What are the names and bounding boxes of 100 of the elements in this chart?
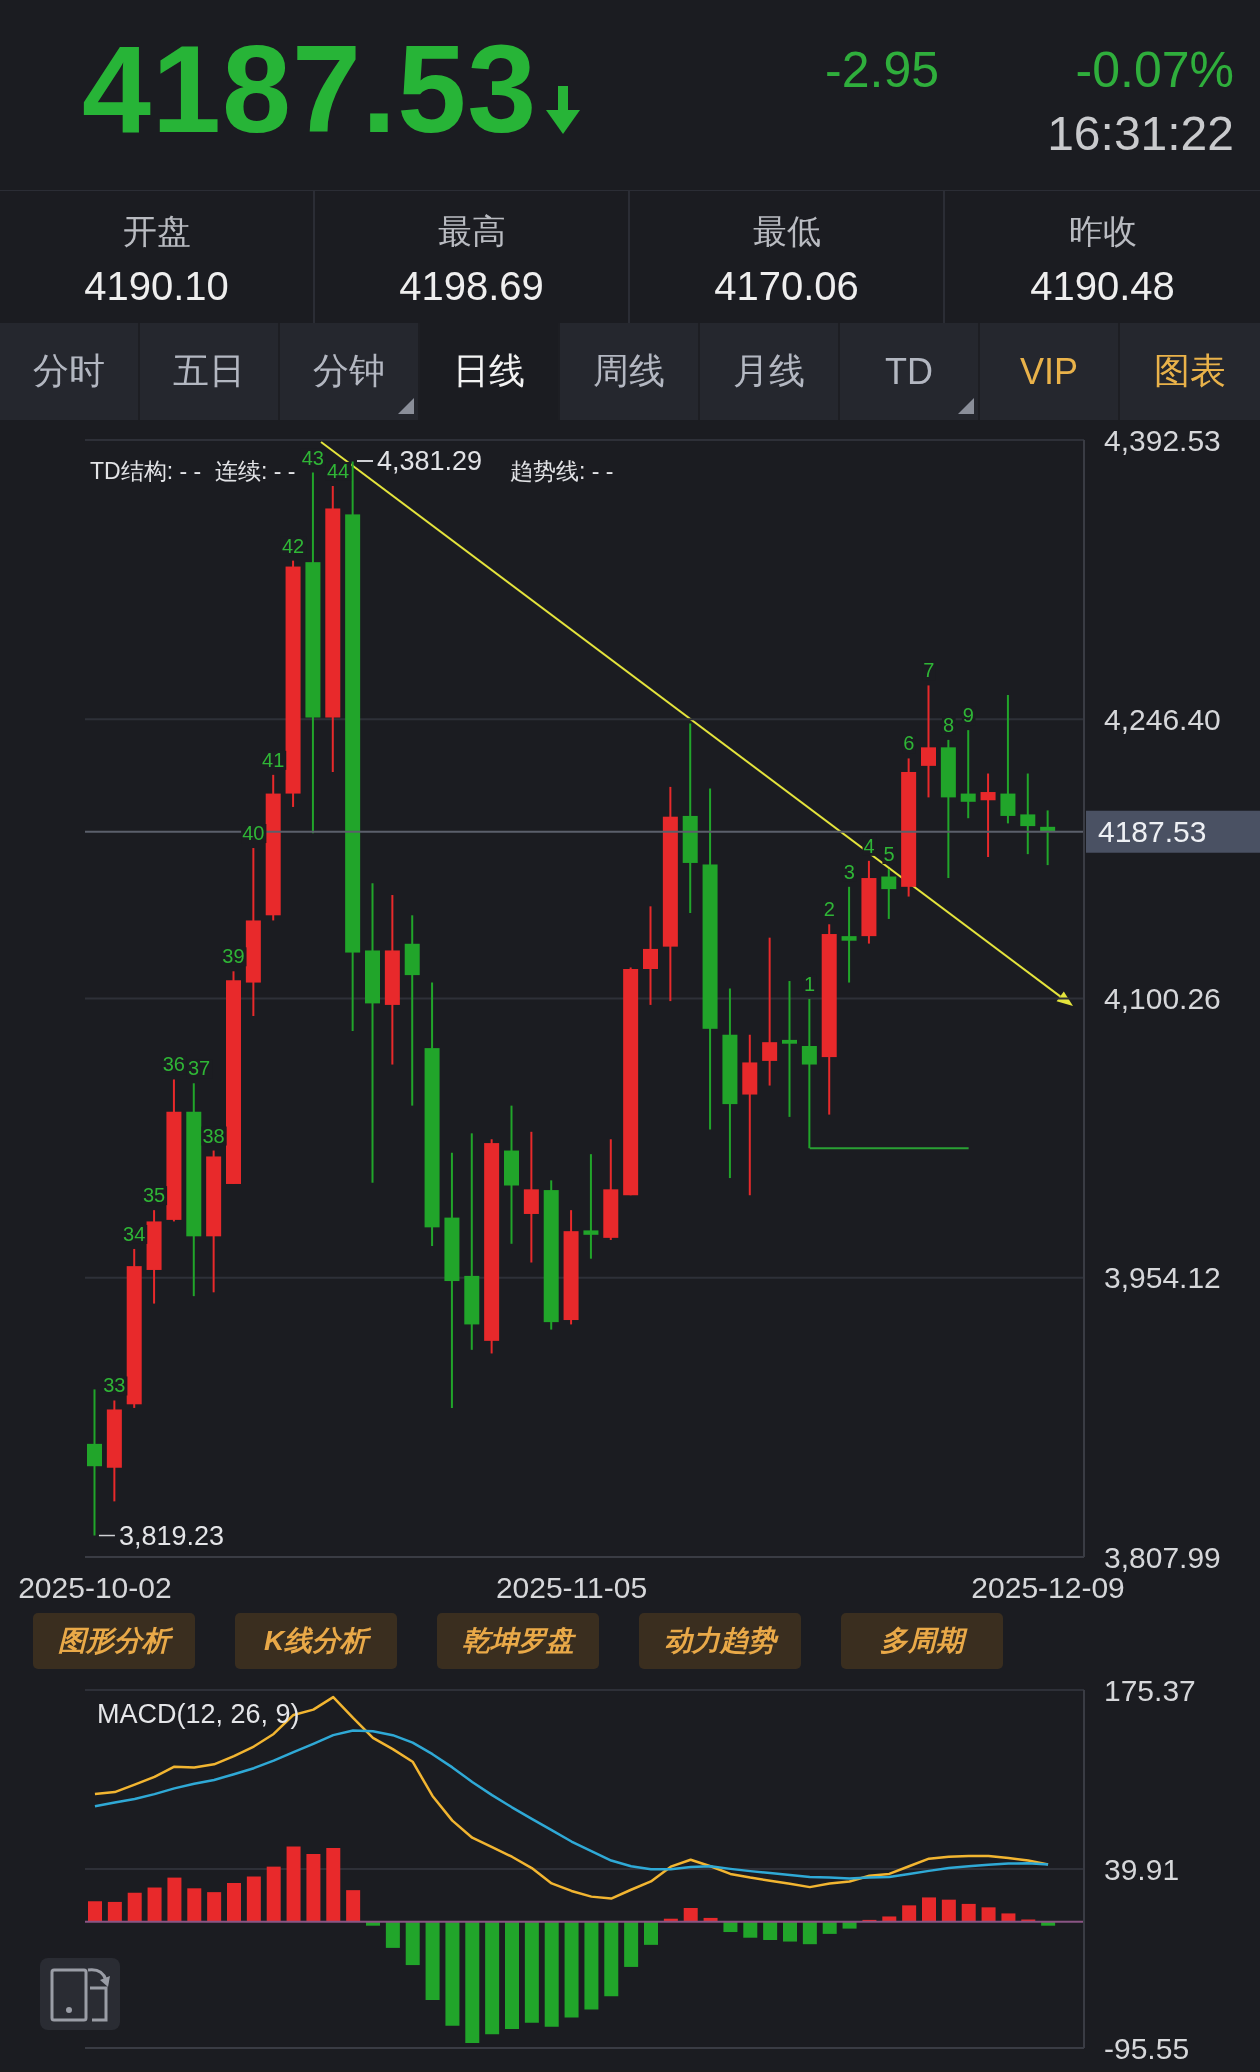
text: 39 bbox=[222, 945, 245, 968]
candlestick bbox=[1000, 693, 1016, 825]
bar bbox=[227, 1883, 241, 1922]
text: TD bbox=[840, 323, 980, 420]
bar bbox=[187, 1888, 202, 1922]
text: 最低 bbox=[751, 211, 822, 251]
text: 日线 bbox=[420, 323, 560, 420]
y-tick-label: 4,100.26 bbox=[1104, 982, 1221, 1016]
text: -2.95 bbox=[825, 41, 939, 100]
annotation: 连续: - - bbox=[215, 457, 296, 486]
bar bbox=[286, 1846, 301, 1922]
bar bbox=[822, 1921, 837, 1934]
text: 多周期 bbox=[841, 1613, 1003, 1669]
candlestick bbox=[782, 980, 797, 1118]
text: 41 bbox=[262, 748, 285, 771]
bar bbox=[584, 1921, 599, 2010]
bar bbox=[961, 1903, 976, 1922]
text: 动力趋势 bbox=[639, 1613, 801, 1669]
chart-title: MACD(12, 26, 9) bbox=[97, 1698, 300, 1730]
bar bbox=[902, 1905, 917, 1922]
text: 1 bbox=[803, 973, 816, 995]
line-series bbox=[93, 1729, 1050, 1880]
y-tick-label: 4,392.53 bbox=[1104, 423, 1221, 457]
bar bbox=[465, 1921, 480, 2043]
bar bbox=[644, 1921, 658, 1945]
bar bbox=[802, 1921, 817, 1945]
text: 分钟 bbox=[280, 323, 420, 420]
text: 43 bbox=[301, 446, 325, 469]
text: 图表 bbox=[1120, 323, 1260, 420]
candlestick bbox=[583, 1153, 599, 1260]
text: 4187.53 bbox=[82, 20, 538, 158]
candlestick bbox=[762, 936, 778, 1087]
text: 开盘 bbox=[121, 211, 192, 251]
bar bbox=[167, 1877, 182, 1922]
text: 分时 bbox=[0, 323, 140, 420]
bar bbox=[524, 1921, 539, 2023]
bar bbox=[763, 1921, 778, 1940]
bar bbox=[604, 1921, 619, 1997]
annotation: 4,381.29 bbox=[377, 446, 483, 476]
y-tick-label: 175.37 bbox=[1104, 1673, 1196, 1707]
candlestick bbox=[643, 905, 658, 1006]
bar bbox=[127, 1892, 142, 1922]
text: 2 bbox=[823, 898, 835, 921]
bar bbox=[941, 1899, 956, 1922]
text: 最高 bbox=[436, 211, 507, 251]
text: K线分析 bbox=[235, 1613, 397, 1669]
text: 4190.48 bbox=[1029, 263, 1176, 309]
ref-line-label: 4187.53 bbox=[1098, 815, 1207, 849]
text: 乾坤罗盘 bbox=[437, 1613, 599, 1669]
bar bbox=[564, 1921, 579, 2018]
candlestick bbox=[841, 885, 857, 984]
bar bbox=[485, 1921, 500, 2035]
bar bbox=[405, 1921, 420, 1966]
bar bbox=[445, 1921, 460, 2026]
bar bbox=[505, 1921, 519, 2029]
text: 34 bbox=[123, 1222, 146, 1245]
text: 3 bbox=[843, 860, 855, 883]
text: 36 bbox=[162, 1053, 186, 1076]
text: -0.07% bbox=[1075, 41, 1234, 100]
candlestick bbox=[1020, 772, 1036, 856]
candlestick bbox=[980, 772, 996, 859]
candlestick bbox=[87, 1388, 102, 1537]
text: 五日 bbox=[140, 323, 280, 420]
text: 周线 bbox=[560, 323, 700, 420]
text: 9 bbox=[962, 704, 974, 727]
text: 40 bbox=[242, 822, 265, 845]
y-tick-label: 3,807.99 bbox=[1104, 1540, 1221, 1574]
y-tick-label: -95.55 bbox=[1104, 2031, 1190, 2065]
bar bbox=[385, 1921, 400, 1948]
text: 16:31:22 bbox=[1047, 106, 1234, 162]
text: 4 bbox=[863, 834, 875, 857]
bar bbox=[425, 1921, 440, 2000]
text: 6 bbox=[903, 732, 915, 755]
text: 4190.10 bbox=[83, 263, 230, 309]
candlestick bbox=[881, 868, 897, 920]
bar bbox=[246, 1876, 261, 1922]
text: 月线 bbox=[700, 323, 840, 420]
annotation: 趋势线: - - bbox=[510, 457, 614, 486]
bar bbox=[981, 1907, 996, 1922]
text: 4170.06 bbox=[713, 263, 860, 309]
bar bbox=[544, 1921, 559, 2027]
bar bbox=[326, 1848, 341, 1922]
x-tick-label: 2025-10-02 bbox=[18, 1571, 172, 1605]
text: 35 bbox=[142, 1184, 166, 1207]
y-tick-label: 3,954.12 bbox=[1104, 1261, 1221, 1295]
bar bbox=[147, 1887, 162, 1922]
annotation: TD结构: - - bbox=[90, 457, 202, 486]
text: 38 bbox=[202, 1124, 225, 1147]
x-tick-label: 2025-12-09 bbox=[971, 1571, 1125, 1605]
text: 44 bbox=[326, 459, 350, 482]
annotation: 3,819.23 bbox=[118, 1520, 225, 1551]
bar bbox=[346, 1890, 361, 1922]
text: 8 bbox=[942, 713, 955, 736]
bar bbox=[783, 1921, 797, 1942]
bar bbox=[922, 1897, 936, 1922]
text: 图形分析 bbox=[33, 1613, 195, 1669]
text: VIP bbox=[980, 323, 1120, 420]
bar bbox=[683, 1908, 698, 1922]
text: 7 bbox=[923, 659, 935, 682]
bar bbox=[88, 1901, 102, 1922]
